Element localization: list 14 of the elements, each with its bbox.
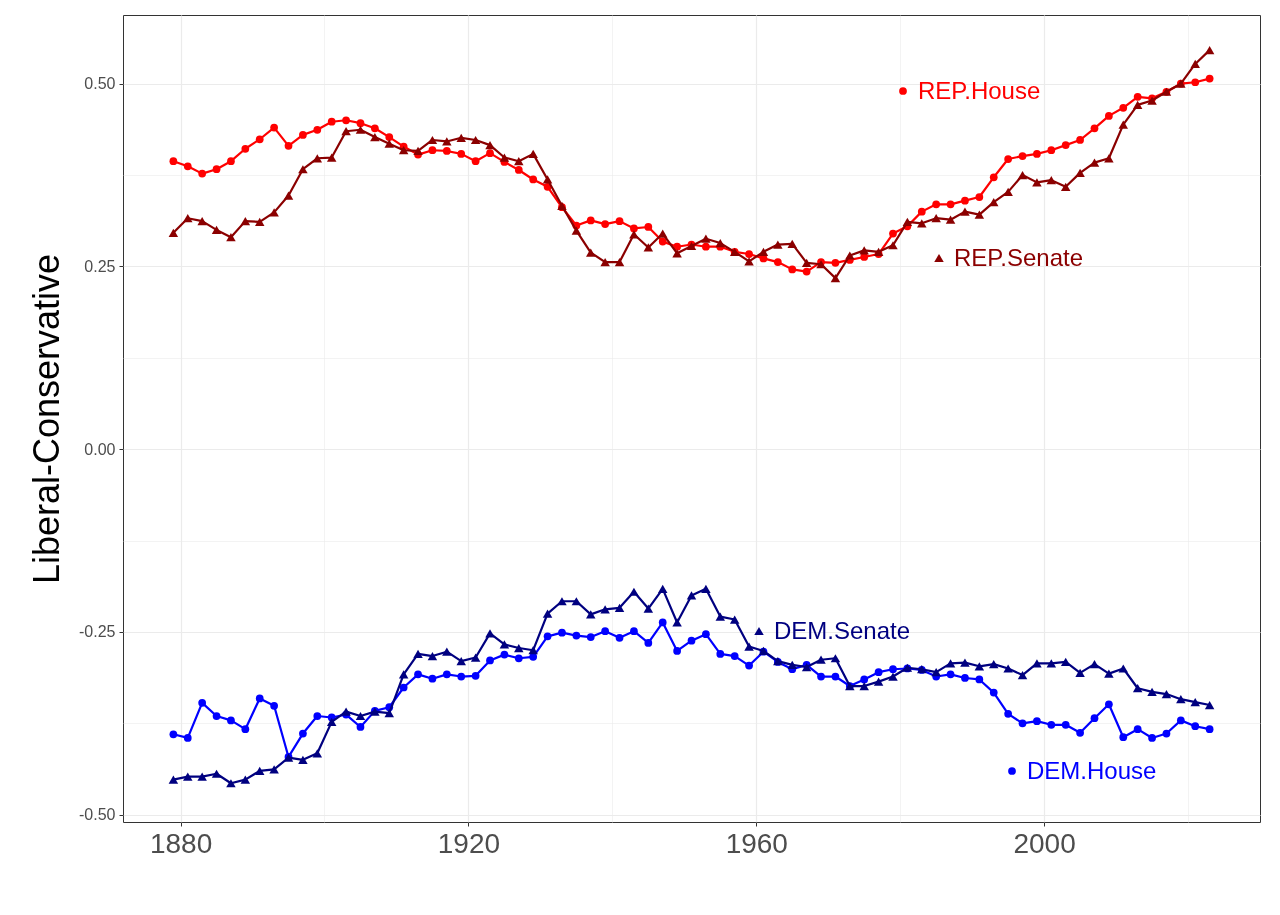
y-axis-title: Liberal-Conservative: [26, 253, 68, 585]
y-tick-label: -0.50: [79, 806, 116, 824]
x-tick-label: 1960: [725, 827, 788, 859]
y-tick-label: -0.25: [79, 623, 116, 641]
x-tick-label: 1880: [149, 827, 213, 859]
y-tick-label: 0.25: [84, 257, 116, 275]
legend-label: DEM.Senate: [774, 617, 911, 644]
legend-label: DEM.House: [1027, 757, 1157, 784]
y-tick-label: 0.00: [84, 440, 116, 458]
x-tick-label: 2000: [1013, 827, 1076, 859]
x-tick-label: 1920: [437, 827, 501, 859]
y-tick-label: 0.50: [84, 75, 116, 93]
legend-label: REP.House: [918, 77, 1041, 104]
legend-label: REP.Senate: [954, 244, 1083, 271]
